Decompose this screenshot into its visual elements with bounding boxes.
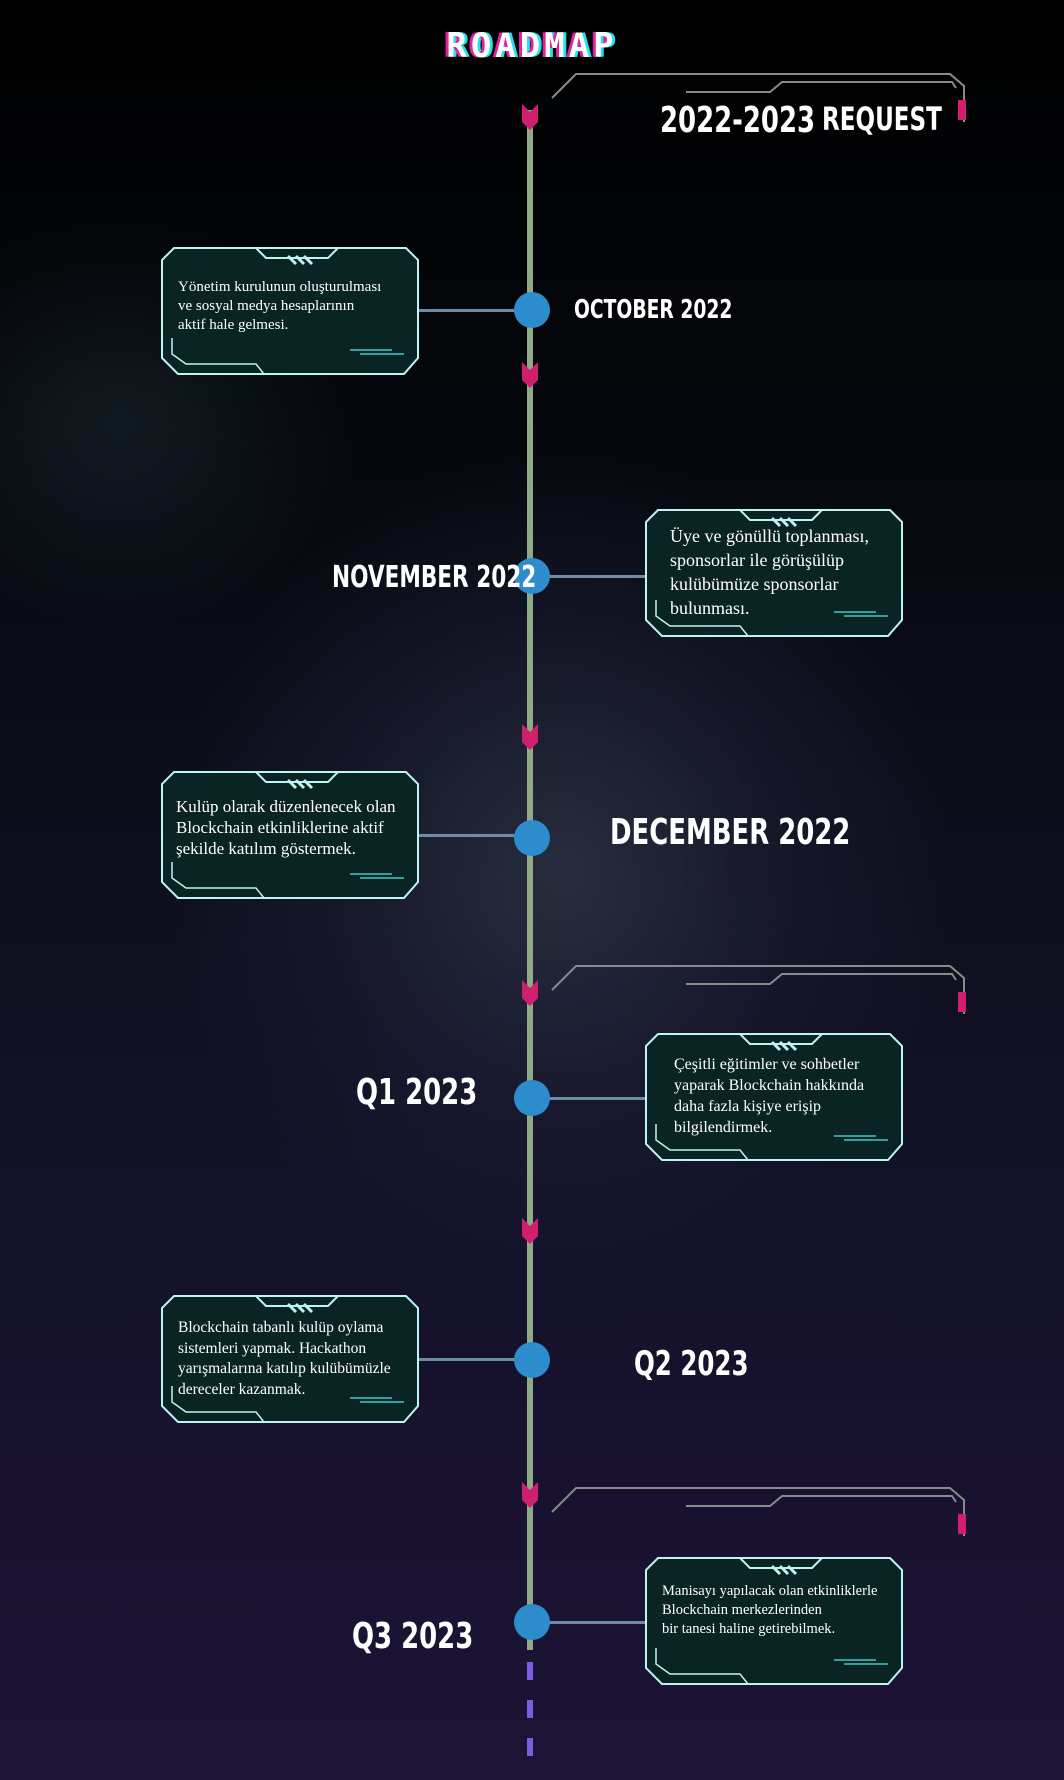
timeline-dash: [527, 1738, 533, 1756]
milestone-card: Blockchain tabanlı kulüp oylama sistemle…: [160, 1294, 420, 1424]
timeline-dot: [514, 820, 550, 856]
chevron-down-icon: [522, 724, 538, 750]
header-year: 2022-2023: [660, 100, 816, 141]
connector-line: [418, 1358, 518, 1361]
connector-line: [548, 1621, 648, 1624]
milestone-card: Yönetim kurulunun oluşturulması ve sosya…: [160, 246, 420, 376]
header-label: REQUEST: [822, 100, 942, 138]
timeline-dot: [514, 558, 550, 594]
card-frame: [161, 1295, 419, 1423]
milestone-date: Q2 2023: [634, 1344, 749, 1384]
connector-line: [418, 309, 518, 312]
timeline-dot: [514, 1604, 550, 1640]
milestone-date: Q3 2023: [352, 1616, 474, 1657]
chevron-down-icon: [522, 1482, 538, 1508]
milestone-text: Yönetim kurulunun oluşturulması ve sosya…: [178, 279, 382, 333]
page-title: ROADMAP: [446, 26, 618, 66]
timeline-dot: [514, 292, 550, 328]
connector-line: [548, 575, 648, 578]
milestone-date: DECEMBER 2022: [610, 812, 851, 853]
chevron-down-icon: [522, 362, 538, 388]
timeline-dash: [527, 1662, 533, 1680]
milestone-text: Çeşitli eğitimler ve sohbetler yaparak B…: [674, 1056, 865, 1136]
card-frame: [645, 1557, 903, 1685]
milestone-date: NOVEMBER 2022: [332, 560, 537, 595]
milestone-date: Q1 2023: [356, 1072, 478, 1113]
bracket-frame-2: [551, 965, 966, 1014]
milestone-text: Blockchain tabanlı kulüp oylama sistemle…: [178, 1319, 391, 1398]
bracket-frame-1: [551, 73, 966, 122]
timeline-axis: [527, 110, 533, 1650]
bracket-frame-3: [551, 1487, 966, 1536]
connector-line: [548, 1097, 648, 1100]
chevron-down-icon: [522, 1218, 538, 1244]
milestone-card: Manisayı yapılacak olan etkinliklerle Bl…: [644, 1556, 904, 1686]
card-frame: [645, 509, 903, 637]
timeline-dot: [514, 1080, 550, 1116]
milestone-card: Çeşitli eğitimler ve sohbetler yaparak B…: [644, 1032, 904, 1162]
milestone-text: Üye ve gönüllü toplanması, sponsorlar il…: [670, 526, 869, 618]
milestone-text: Manisayı yapılacak olan etkinliklerle Bl…: [662, 1583, 878, 1637]
connector-line: [418, 834, 518, 837]
milestone-date: OCTOBER 2022: [574, 295, 733, 325]
milestone-card: Üye ve gönüllü toplanması, sponsorlar il…: [644, 508, 904, 638]
card-frame: [161, 247, 419, 375]
milestone-card: Kulüp olarak düzenlenecek olan Blockchai…: [160, 770, 420, 900]
card-frame: [161, 771, 419, 899]
milestone-text: Kulüp olarak düzenlenecek olan Blockchai…: [176, 797, 396, 858]
chevron-down-icon: [522, 104, 538, 130]
timeline-dot: [514, 1342, 550, 1378]
card-frame: [645, 1033, 903, 1161]
chevron-down-icon: [522, 980, 538, 1006]
timeline-dash: [527, 1700, 533, 1718]
